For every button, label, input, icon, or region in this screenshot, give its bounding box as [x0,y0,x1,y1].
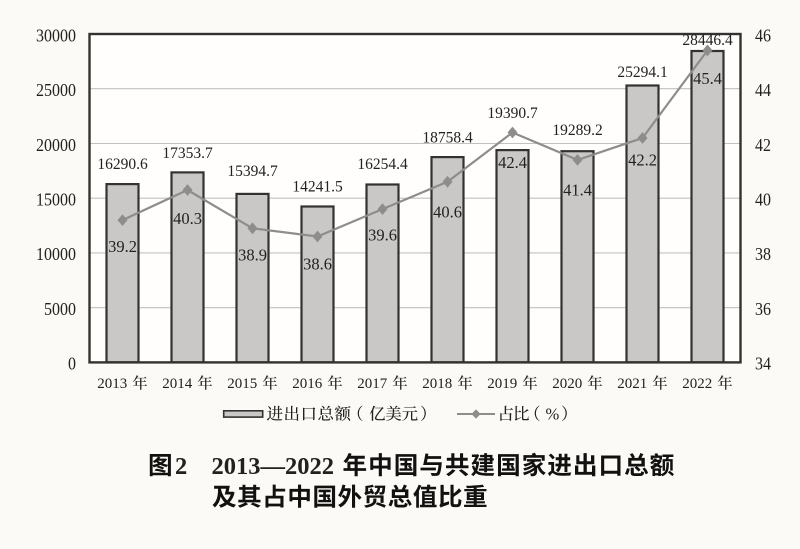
svg-text:42.2: 42.2 [628,151,657,170]
svg-text:19390.7: 19390.7 [487,105,538,122]
svg-text:36: 36 [755,299,771,319]
svg-text:42: 42 [755,135,771,155]
svg-text:2016: 2016 [292,376,323,392]
svg-text:2020: 2020 [552,376,582,392]
svg-text:2015: 2015 [227,376,257,392]
svg-text:18758.4: 18758.4 [422,129,473,146]
svg-text:46: 46 [755,25,771,45]
svg-text:40: 40 [755,190,771,210]
svg-text:30000: 30000 [36,25,76,45]
svg-text:25294.1: 25294.1 [617,64,667,81]
svg-text:39.6: 39.6 [368,226,397,245]
svg-text:34: 34 [755,354,771,374]
svg-text:5000: 5000 [44,299,76,319]
svg-text:16254.4: 16254.4 [357,156,408,173]
svg-text:28446.4: 28446.4 [682,32,733,49]
svg-text:38: 38 [755,244,771,264]
svg-text:25000: 25000 [36,80,76,100]
svg-text:2017: 2017 [357,376,388,392]
svg-text:14241.5: 14241.5 [292,178,343,195]
svg-text:19289.2: 19289.2 [552,122,602,139]
svg-text:2: 2 [175,453,187,480]
svg-text:2013: 2013 [97,376,127,392]
svg-text:45.4: 45.4 [693,69,722,88]
svg-text:2018: 2018 [422,376,452,392]
svg-text:40.6: 40.6 [433,203,462,222]
svg-text:2021: 2021 [617,376,647,392]
svg-text:15394.7: 15394.7 [227,163,278,180]
svg-text:41.4: 41.4 [563,181,592,200]
svg-text:42.4: 42.4 [498,153,527,172]
svg-text:39.2: 39.2 [108,237,137,256]
svg-text:17353.7: 17353.7 [162,145,213,162]
svg-text:2022: 2022 [682,376,712,392]
svg-text:10000: 10000 [36,244,76,264]
svg-text:15000: 15000 [36,190,76,210]
svg-text:2019: 2019 [487,376,517,392]
svg-text:2013—2022: 2013—2022 [212,453,335,480]
svg-text:2014: 2014 [162,376,193,392]
svg-text:20000: 20000 [36,135,76,155]
svg-text:16290.6: 16290.6 [97,156,148,173]
svg-text:0: 0 [68,354,76,374]
svg-text:38.9: 38.9 [238,246,267,265]
svg-text:38.6: 38.6 [303,255,332,274]
svg-text:44: 44 [755,80,771,100]
svg-text:%: % [546,404,560,423]
svg-text:40.3: 40.3 [173,209,202,228]
